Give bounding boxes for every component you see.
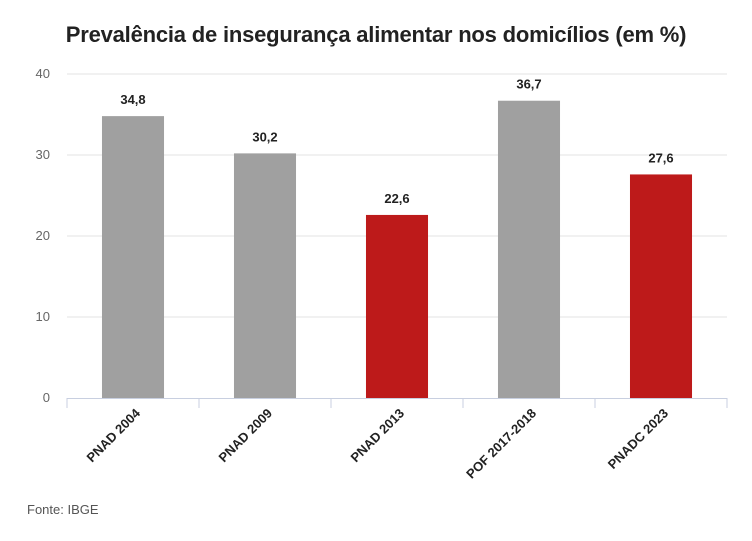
x-tick-label: PNAD 2004 xyxy=(83,405,143,465)
x-tick-label: PNAD 2013 xyxy=(347,406,407,466)
bar xyxy=(233,153,297,398)
y-tick-label: 20 xyxy=(36,228,50,243)
data-label: 36,7 xyxy=(516,77,541,92)
y-tick-label: 30 xyxy=(36,147,50,162)
x-tick-label: PNADC 2023 xyxy=(605,406,671,472)
data-label: 34,8 xyxy=(120,92,145,107)
bar xyxy=(629,174,693,398)
chart-title: Prevalência de insegurança alimentar nos… xyxy=(65,22,687,47)
bar xyxy=(497,100,561,398)
y-tick-label: 40 xyxy=(36,66,50,81)
bars xyxy=(101,100,693,399)
y-tick-label: 10 xyxy=(36,309,50,324)
axes: 0 10 20 30 40 xyxy=(36,66,728,408)
x-tick-label: PNAD 2009 xyxy=(215,406,275,466)
source-note: Fonte: IBGE xyxy=(27,502,99,517)
x-tick-label: POF 2017-2018 xyxy=(463,406,539,482)
bar xyxy=(365,214,429,398)
y-tick-label: 0 xyxy=(43,390,50,405)
bar xyxy=(101,116,165,399)
data-label: 27,6 xyxy=(648,150,673,165)
data-label: 22,6 xyxy=(384,191,409,206)
data-label: 30,2 xyxy=(252,129,277,144)
